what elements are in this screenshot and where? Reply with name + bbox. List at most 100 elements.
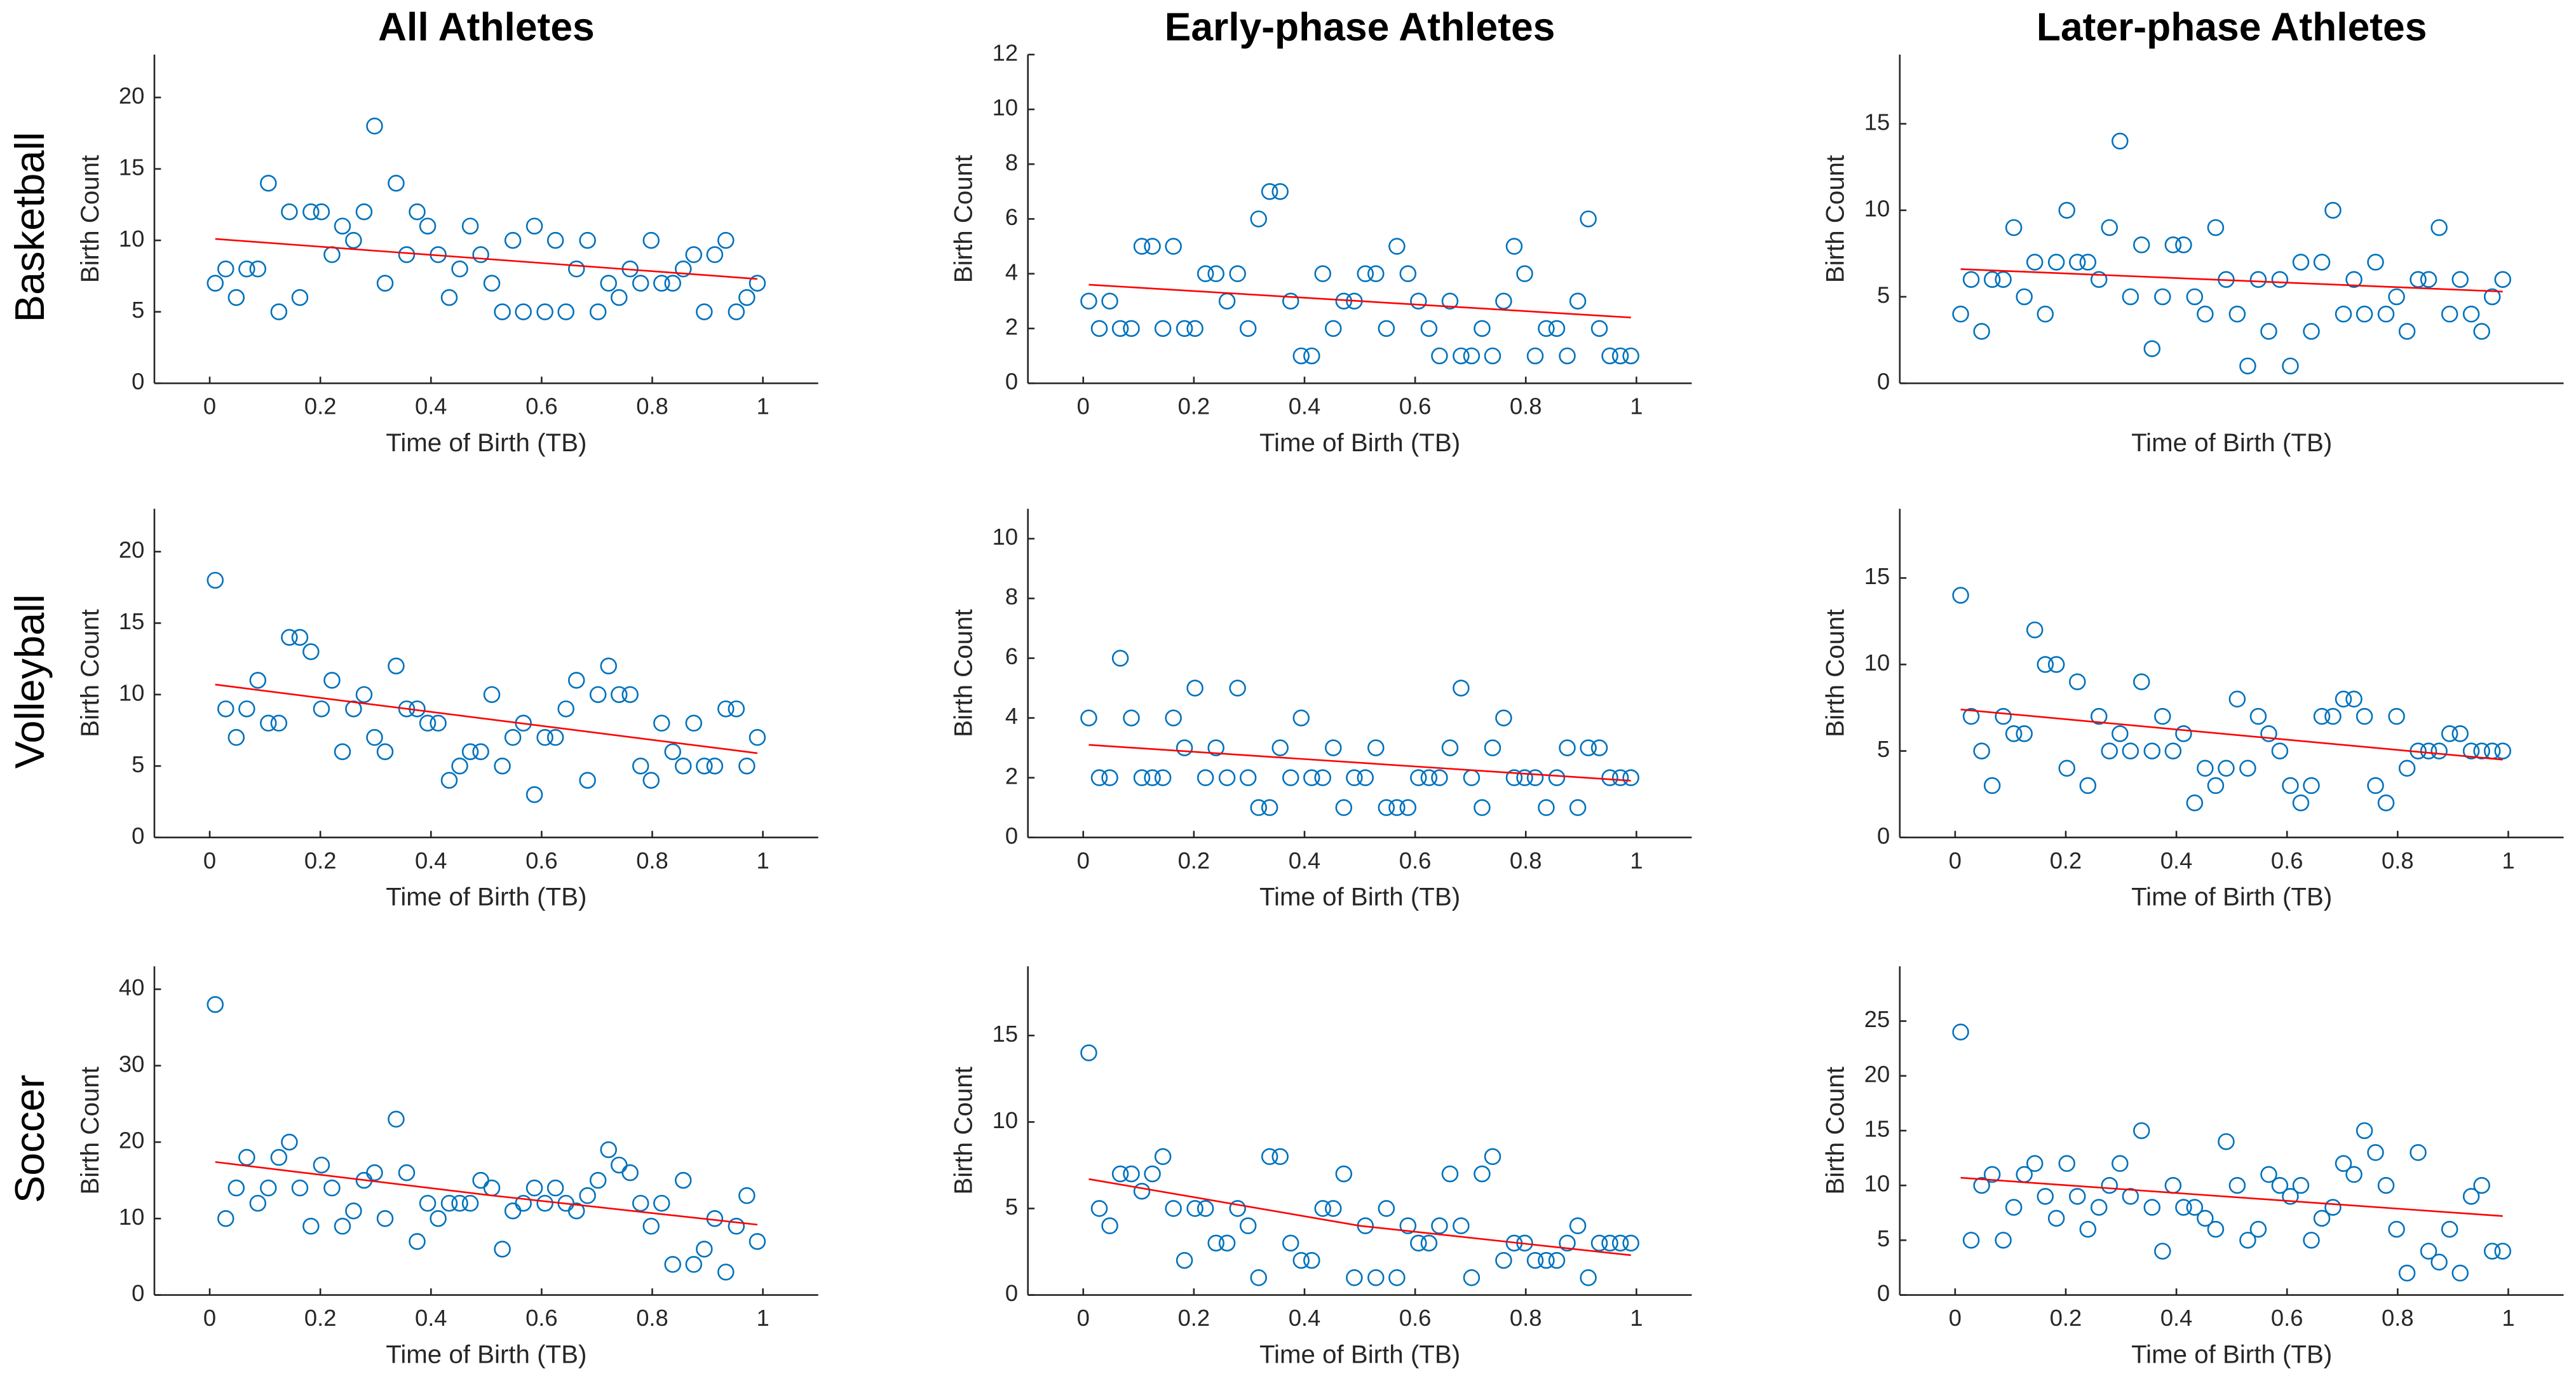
data-point: [717, 231, 735, 249]
data-point: [2282, 777, 2299, 794]
data-point: [217, 260, 234, 278]
data-point: [238, 700, 255, 718]
data-point: [2451, 1264, 2469, 1282]
y-tick-label: 2: [1005, 763, 1018, 789]
x-tick-label: 0.2: [2050, 1305, 2082, 1331]
row-label: Volleyball: [6, 594, 53, 768]
data-point: [1495, 709, 1512, 726]
data-point: [1995, 707, 2012, 725]
data-point: [1090, 320, 1108, 337]
x-tick-label: 1: [2502, 1305, 2514, 1331]
data-point: [2143, 1199, 2161, 1216]
data-point: [674, 260, 692, 278]
x-tick-label: 1: [1630, 393, 1643, 419]
data-point: [1463, 347, 1481, 365]
data-point: [2186, 794, 2204, 812]
data-point: [1292, 709, 1310, 726]
y-tick-label: 6: [1005, 643, 1018, 669]
data-point: [696, 303, 713, 320]
data-point: [1420, 769, 1438, 786]
data-point: [696, 1241, 713, 1258]
x-tick-label: 0.2: [1178, 847, 1210, 873]
data-point: [2186, 288, 2204, 306]
data-point: [728, 303, 745, 320]
data-point: [334, 217, 351, 235]
x-tick-label: 0.6: [1399, 847, 1432, 873]
data-point: [2462, 1188, 2480, 1205]
data-point: [2430, 1253, 2448, 1271]
x-tick-label: 0.4: [1289, 1305, 1321, 1331]
data-point: [1218, 292, 1236, 310]
data-point: [1580, 1269, 1597, 1286]
y-axis-label: Birth Count: [1821, 1066, 1850, 1194]
x-tick-label: 0.6: [525, 847, 558, 873]
data-point: [1526, 769, 1544, 786]
y-axis-label: Birth Count: [1821, 609, 1850, 737]
data-point: [685, 246, 703, 263]
data-point: [2122, 1188, 2139, 1205]
data-point: [2239, 760, 2256, 777]
fit-line: [215, 1161, 758, 1226]
data-point: [1165, 1200, 1182, 1217]
data-point: [642, 231, 660, 249]
data-point: [2228, 690, 2246, 708]
data-point: [567, 672, 585, 689]
y-tick-label: 20: [119, 83, 144, 109]
data-point: [1250, 210, 1267, 228]
data-point: [2292, 794, 2310, 812]
data-point: [1111, 650, 1129, 667]
data-point: [2047, 254, 2065, 271]
x-tick-label: 0.6: [525, 1305, 558, 1331]
data-point: [2377, 794, 2395, 812]
data-point: [2175, 236, 2192, 254]
data-point: [1144, 238, 1161, 255]
data-point: [2164, 236, 2182, 254]
data-point: [1229, 265, 1246, 282]
data-point: [1431, 1217, 1448, 1234]
x-tick-label: 1: [756, 393, 769, 419]
data-point: [2451, 271, 2469, 288]
data-point: [388, 657, 405, 675]
data-point: [1569, 1217, 1587, 1234]
data-point: [728, 700, 745, 718]
data-point: [1357, 265, 1374, 282]
x-axis-label: Time of Birth (TB): [386, 882, 586, 911]
data-point: [2090, 1199, 2108, 1216]
y-tick-label: 10: [1864, 650, 1890, 676]
data-point: [2441, 305, 2458, 323]
data-point: [1101, 769, 1118, 786]
x-tick-label: 1: [756, 1305, 769, 1331]
data-point: [1474, 799, 1491, 816]
data-point: [632, 758, 649, 775]
data-point: [1526, 1251, 1544, 1269]
data-point: [2324, 201, 2342, 219]
data-point: [1325, 320, 1342, 337]
data-point: [2239, 357, 2256, 375]
data-point: [483, 1179, 501, 1197]
data-point: [281, 629, 298, 646]
data-point: [1207, 265, 1224, 282]
data-point: [2494, 1243, 2512, 1260]
data-point: [536, 729, 553, 746]
y-tick-label: 0: [132, 1280, 144, 1306]
data-point: [1325, 1200, 1342, 1217]
data-point: [1271, 1148, 1289, 1166]
data-point: [451, 758, 468, 775]
data-point: [1367, 265, 1385, 282]
data-point: [345, 231, 362, 249]
x-tick-label: 0.2: [1178, 1305, 1210, 1331]
data-point: [260, 714, 277, 732]
data-point: [1973, 742, 1990, 760]
data-point: [504, 1202, 522, 1220]
data-point: [2175, 1199, 2192, 1216]
data-point: [2303, 777, 2320, 794]
data-point: [2410, 271, 2427, 288]
data-point: [1611, 1234, 1629, 1252]
fit-line: [1960, 708, 2503, 761]
x-tick-label: 0.6: [1399, 1305, 1432, 1331]
y-tick-label: 5: [132, 751, 144, 777]
data-point: [1399, 1217, 1417, 1234]
data-point: [249, 1194, 267, 1212]
x-tick-label: 0.2: [304, 847, 337, 873]
y-tick-label: 10: [993, 95, 1018, 121]
